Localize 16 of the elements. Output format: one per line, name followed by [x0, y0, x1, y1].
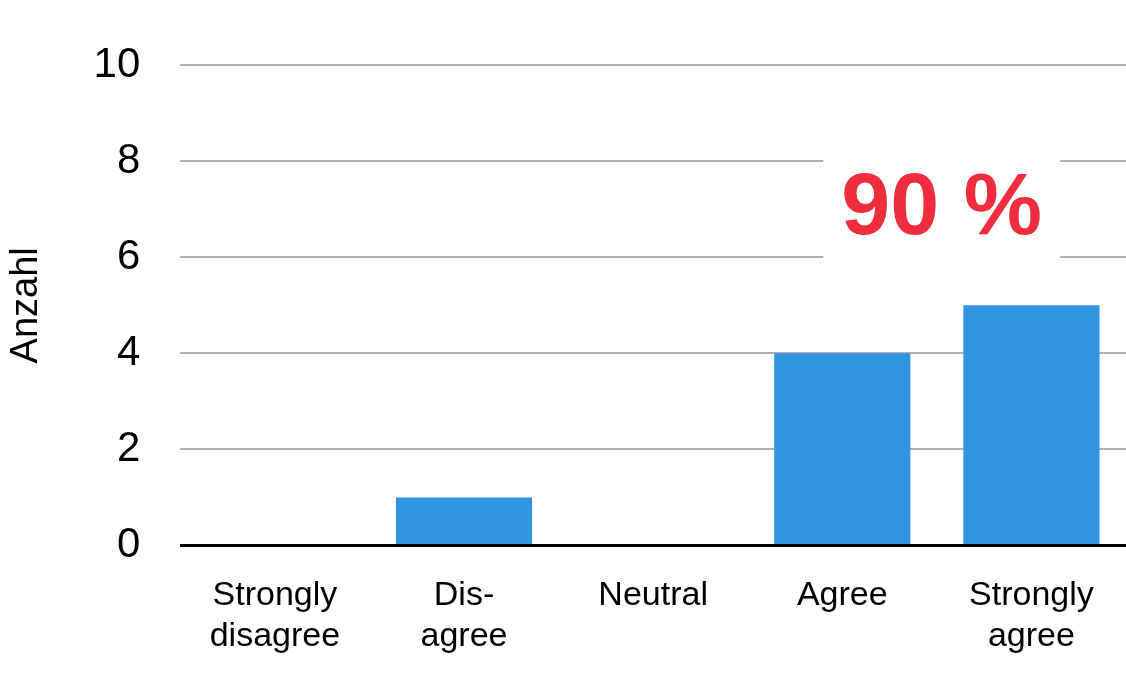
- x-tick-label: Dis- agree: [420, 574, 508, 653]
- annotation: 90 %: [841, 154, 1042, 254]
- x-tick-label: Strongly agree: [969, 574, 1094, 653]
- bar: [774, 353, 911, 544]
- y-tick-label: 0: [116, 518, 141, 566]
- y-tick-label: 6: [116, 230, 141, 278]
- bar: [963, 305, 1100, 544]
- x-tick-label: Strongly disagree: [209, 574, 341, 653]
- y-tick-label: 2: [116, 422, 141, 470]
- y-tick-label: 4: [116, 326, 141, 374]
- bar: [395, 497, 533, 544]
- x-tick-label: Agree: [796, 574, 888, 613]
- x-tick-label: Neutral: [598, 574, 708, 613]
- y-tick-label: 8: [116, 134, 141, 182]
- y-tick-label: 10: [93, 38, 141, 86]
- y-axis-title: Anzahl: [3, 247, 46, 364]
